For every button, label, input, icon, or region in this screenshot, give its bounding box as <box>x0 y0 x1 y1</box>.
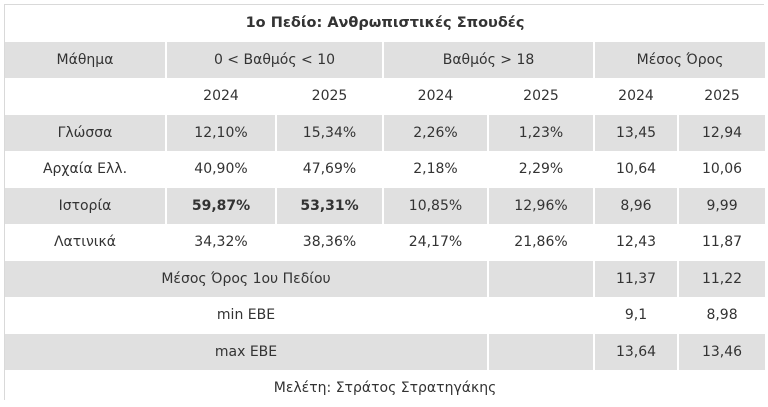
table-row: Αρχαία Ελλ. 40,90% 47,69% 2,18% 2,29% 10… <box>5 151 766 188</box>
year-row: 2024 2025 2024 2025 2024 2025 <box>5 78 766 115</box>
value-cell: 34,32% <box>166 224 277 261</box>
summary-empty-cell <box>488 333 595 371</box>
year-cell: 2024 <box>166 78 277 115</box>
header-average: Μέσος Όρος <box>594 41 766 79</box>
table-row: Λατινικά 34,32% 38,36% 24,17% 21,86% 12,… <box>5 224 766 261</box>
table-title: 1ο Πεδίο: Ανθρωπιστικές Σπουδές <box>5 5 766 42</box>
value-cell: 24,17% <box>383 224 489 261</box>
year-empty-cell <box>5 78 167 115</box>
summary-row: Μέσος Όρος 1ου Πεδίου 11,37 11,22 <box>5 260 766 298</box>
value-cell: 12,10% <box>166 114 277 152</box>
value-cell: 9,99 <box>678 187 766 225</box>
summary-value: 9,1 <box>594 297 679 334</box>
summary-label: min ΕΒΕ <box>5 297 489 334</box>
summary-row: max ΕΒΕ 13,64 13,46 <box>5 333 766 371</box>
subject-cell: Γλώσσα <box>5 114 167 152</box>
value-cell: 21,86% <box>488 224 595 261</box>
value-cell: 47,69% <box>276 151 384 188</box>
summary-value: 11,22 <box>678 260 766 298</box>
table-row: Ιστορία 59,87% 53,31% 10,85% 12,96% 8,96… <box>5 187 766 225</box>
value-cell: 11,87 <box>678 224 766 261</box>
value-cell: 38,36% <box>276 224 384 261</box>
value-cell: 2,18% <box>383 151 489 188</box>
summary-label: Μέσος Όρος 1ου Πεδίου <box>5 260 489 298</box>
footer-row: Μελέτη: Στράτος Στρατηγάκης <box>5 370 766 407</box>
year-cell: 2025 <box>488 78 595 115</box>
header-range-high: Βαθμός > 18 <box>383 41 595 79</box>
value-cell: 13,45 <box>594 114 679 152</box>
year-cell: 2024 <box>383 78 489 115</box>
value-cell: 12,43 <box>594 224 679 261</box>
summary-label: max ΕΒΕ <box>5 333 489 371</box>
year-cell: 2025 <box>678 78 766 115</box>
results-table: 1ο Πεδίο: Ανθρωπιστικές Σπουδές Μάθημα 0… <box>5 5 766 407</box>
value-cell: 8,96 <box>594 187 679 225</box>
value-cell: 2,29% <box>488 151 595 188</box>
year-cell: 2025 <box>276 78 384 115</box>
header-row: Μάθημα 0 < Βαθμός < 10 Βαθμός > 18 Μέσος… <box>5 41 766 79</box>
subject-cell: Αρχαία Ελλ. <box>5 151 167 188</box>
table-title-row: 1ο Πεδίο: Ανθρωπιστικές Σπουδές <box>5 5 766 42</box>
subject-cell: Ιστορία <box>5 187 167 225</box>
value-cell: 15,34% <box>276 114 384 152</box>
value-cell: 1,23% <box>488 114 595 152</box>
header-subject: Μάθημα <box>5 41 167 79</box>
summary-empty-cell <box>488 260 595 298</box>
value-cell: 10,06 <box>678 151 766 188</box>
value-cell: 10,85% <box>383 187 489 225</box>
value-cell: 2,26% <box>383 114 489 152</box>
summary-row: min ΕΒΕ 9,1 8,98 <box>5 297 766 334</box>
header-range-low: 0 < Βαθμός < 10 <box>166 41 384 79</box>
footer-credit: Μελέτη: Στράτος Στρατηγάκης <box>5 370 766 407</box>
value-cell-highlight: 59,87% <box>166 187 277 225</box>
summary-value: 11,37 <box>594 260 679 298</box>
table-row: Γλώσσα 12,10% 15,34% 2,26% 1,23% 13,45 1… <box>5 114 766 152</box>
value-cell: 12,94 <box>678 114 766 152</box>
value-cell-highlight: 53,31% <box>276 187 384 225</box>
summary-value: 8,98 <box>678 297 766 334</box>
summary-value: 13,64 <box>594 333 679 371</box>
summary-value: 13,46 <box>678 333 766 371</box>
summary-empty-cell <box>488 297 595 334</box>
year-cell: 2024 <box>594 78 679 115</box>
results-table-container: 1ο Πεδίο: Ανθρωπιστικές Σπουδές Μάθημα 0… <box>4 4 766 407</box>
value-cell: 40,90% <box>166 151 277 188</box>
value-cell: 12,96% <box>488 187 595 225</box>
subject-cell: Λατινικά <box>5 224 167 261</box>
value-cell: 10,64 <box>594 151 679 188</box>
